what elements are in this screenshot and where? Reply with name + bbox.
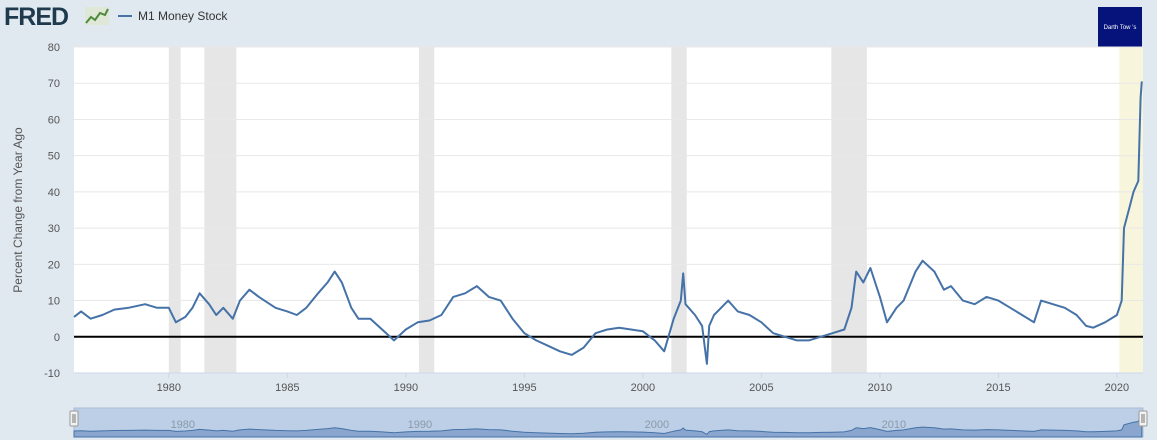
y-tick-label: -10	[44, 368, 60, 380]
recession-band-0	[168, 47, 181, 373]
highlight-band	[1119, 47, 1143, 373]
x-tick-label: 2005	[749, 382, 773, 394]
legend-series-label: M1 Money Stock	[138, 9, 228, 23]
navigator-label: 2010	[882, 419, 906, 431]
recession-band-3	[671, 47, 687, 373]
y-tick-label: 0	[54, 332, 60, 344]
x-tick-label: 2015	[986, 382, 1010, 394]
y-tick-label: 60	[48, 114, 60, 126]
y-tick-label: 80	[48, 42, 60, 54]
recession-band-2	[418, 47, 435, 373]
x-tick-label: 2000	[631, 382, 655, 394]
chart-legend[interactable]: M1 Money Stock	[118, 9, 227, 23]
navigator-label: 2000	[645, 419, 669, 431]
x-tick-label: 1985	[275, 382, 299, 394]
y-tick-label: 10	[48, 296, 60, 308]
legend-swatch	[118, 15, 132, 17]
navigator-series	[73, 413, 1143, 438]
series-line-m1	[73, 81, 1143, 365]
fred-chart-icon	[85, 7, 109, 25]
y-tick-label: 20	[48, 259, 60, 271]
y-tick-label: 30	[48, 223, 60, 235]
x-tick-label: 1995	[512, 382, 536, 394]
x-tick-label: 1980	[157, 382, 181, 394]
x-tick-label: 1990	[394, 382, 418, 394]
y-tick-label: 70	[48, 78, 60, 90]
navigator-handle-right[interactable]	[1138, 410, 1148, 427]
y-tick-label: 50	[48, 151, 60, 163]
fred-logo[interactable]: FRED	[4, 3, 69, 31]
watermark-badge: Darth Tow ’s	[1098, 7, 1142, 49]
navigator-label: 1980	[171, 419, 195, 431]
navigator-handle-left[interactable]	[69, 410, 79, 427]
plot-background	[74, 47, 1143, 373]
navigator-label: 1990	[408, 419, 432, 431]
x-tick-label: 2020	[1105, 382, 1129, 394]
y-tick-label: 40	[48, 187, 60, 199]
recession-band-1	[204, 47, 237, 373]
x-tick-label: 2010	[868, 382, 892, 394]
recession-band-4	[831, 47, 867, 373]
